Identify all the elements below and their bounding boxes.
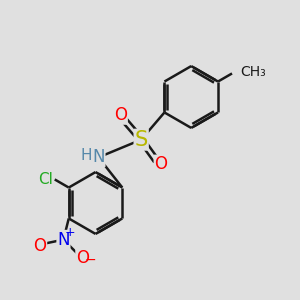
Text: O: O bbox=[76, 249, 89, 267]
Text: S: S bbox=[134, 130, 148, 150]
Text: N: N bbox=[92, 148, 105, 166]
Text: Cl: Cl bbox=[38, 172, 53, 187]
Text: N: N bbox=[57, 231, 70, 249]
Text: H: H bbox=[80, 148, 92, 163]
Text: −: − bbox=[85, 252, 97, 266]
Text: CH₃: CH₃ bbox=[240, 65, 266, 79]
Text: +: + bbox=[65, 226, 76, 239]
Text: O: O bbox=[33, 236, 46, 254]
Text: O: O bbox=[154, 155, 167, 173]
Text: O: O bbox=[114, 106, 127, 124]
